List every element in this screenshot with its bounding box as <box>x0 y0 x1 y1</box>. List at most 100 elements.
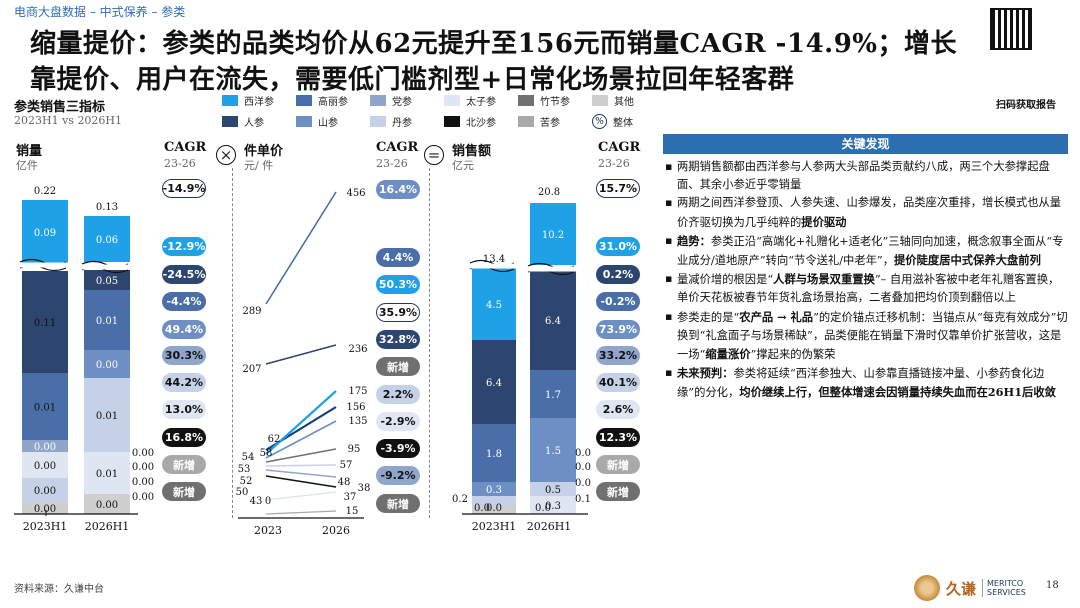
x-tick-label: 2026 <box>322 524 350 537</box>
finding-item: 参类走的是“农产品 → 礼品”的定价锚点迁移机制：当锚点从“每克有效成分”切换到… <box>665 308 1068 365</box>
price-start-label: 0 <box>265 496 271 507</box>
price-series-line <box>265 475 337 488</box>
legend-item: 苦参 <box>518 114 560 129</box>
cagr-pill: 新增 <box>596 482 640 501</box>
bar-segment <box>84 350 130 378</box>
cagr-pill: 44.2% <box>162 373 206 392</box>
sales-cagr-title: CAGR <box>598 140 641 155</box>
findings-header: 关键发现 <box>663 134 1068 154</box>
cagr-pill: -12.9% <box>162 237 206 256</box>
cagr-pill: 16.8% <box>162 428 206 447</box>
price-unit: 元/ 件 <box>244 159 274 172</box>
bar-segment <box>22 200 68 264</box>
cagr-pill: -9.2% <box>376 466 420 485</box>
legend-label: 其他 <box>614 97 634 108</box>
axis-break-gap <box>82 264 132 270</box>
bar-segment-label: 0.0 <box>535 503 551 514</box>
bar-segment <box>22 452 68 478</box>
bar-segment <box>530 203 576 265</box>
price-series-line <box>265 469 337 478</box>
price-start-label: 289 <box>242 306 261 317</box>
cagr-pill: 2.2% <box>376 385 420 404</box>
legend-swatch <box>518 116 534 127</box>
cagr-pill: 40.1% <box>596 373 640 392</box>
side-value-label: 0.00 <box>132 462 154 473</box>
legend-item: 太子参 <box>444 93 496 108</box>
legend-label: 丹参 <box>392 118 412 129</box>
bar-segment-label: 4.5 <box>486 300 502 311</box>
bar-segment-label: 0.00 <box>34 442 56 453</box>
legend-swatch <box>592 95 608 106</box>
legend-swatch <box>296 95 312 106</box>
legend-label: 苦参 <box>540 118 560 129</box>
legend-item: 党参 <box>370 93 412 108</box>
brand-mark-icon <box>914 575 940 601</box>
bar-segment-label: 0.0 <box>474 503 490 514</box>
bar-segment-label: 0.5 <box>545 485 561 496</box>
bar-segment-label: 0.0 <box>486 503 502 514</box>
equal-operator: = <box>424 145 444 165</box>
bar-segment <box>84 290 130 350</box>
volume-cagr-range: 23-26 <box>164 157 196 170</box>
bar-segment-label: 0.01 <box>96 411 118 422</box>
legend-label: 党参 <box>392 97 412 108</box>
legend-label: 竹节参 <box>540 97 570 108</box>
findings-panel: 关键发现 两期销售额都由西洋参与人参两大头部品类贡献约八成，两三个大参撑起盘面、… <box>663 134 1068 496</box>
legend-swatch <box>370 116 386 127</box>
legend-swatch <box>370 95 386 106</box>
section-subtitle: 2023H1 vs 2026H1 <box>14 114 123 127</box>
legend-label: 人参 <box>244 118 264 129</box>
cagr-pill: -4.4% <box>162 292 206 311</box>
price-series-line <box>265 420 337 459</box>
price-end-label: 57 <box>340 460 353 471</box>
cagr-pill: 新增 <box>162 482 206 501</box>
cagr-pill: 49.4% <box>162 320 206 339</box>
axis-break-gap <box>528 266 578 272</box>
bar-segment-label: 1.5 <box>545 446 561 457</box>
price-series-line <box>265 491 337 501</box>
cagr-pill: -0.2% <box>596 292 640 311</box>
price-end-label: 156 <box>346 402 365 413</box>
bar-segment <box>472 482 516 496</box>
price-series-line <box>265 390 337 455</box>
side-value-label: 0.1 <box>575 494 591 505</box>
cagr-pill: 33.2% <box>596 346 640 365</box>
cagr-pill: 新增 <box>376 357 420 376</box>
brand-cn: 久谦 <box>946 579 977 598</box>
bar-segment-label: 1.8 <box>486 449 502 460</box>
cagr-pill: 15.7% <box>596 179 640 198</box>
bar-total-label: 20.8 <box>538 187 560 198</box>
bar-segment <box>472 268 516 340</box>
legend-item: 人参 <box>222 114 264 129</box>
price-start-label: 62 <box>268 434 281 445</box>
page-title: 缩量提价：参类的品类均价从62元提升至156元而销量CAGR -14.9%；增长… <box>30 29 958 95</box>
price-series-line <box>265 510 337 515</box>
price-end-label: 48 <box>338 477 351 488</box>
bar-segment-label: 1.7 <box>545 390 561 401</box>
bar-segment <box>472 424 516 482</box>
bar-segment-label: 0.11 <box>34 318 56 329</box>
cagr-pill: 16.4% <box>376 180 420 199</box>
qr-code[interactable] <box>990 8 1032 50</box>
bar-segment <box>22 373 68 440</box>
finding-item: 量减价增的根因是“人群与场景双重置换”– 自用滋补客被中老年礼赠客置换，单价天花… <box>665 270 1068 307</box>
legend-swatch <box>296 116 312 127</box>
cagr-pill: 50.3% <box>376 275 420 294</box>
legend-swatch: % <box>592 114 607 129</box>
cagr-pill: 新增 <box>376 494 420 513</box>
bar-segment <box>530 270 576 370</box>
bar-segment <box>472 506 516 514</box>
price-end-label: 38 <box>358 483 371 494</box>
price-end-label: 236 <box>348 344 367 355</box>
cagr-pill: 13.0% <box>162 400 206 419</box>
price-start-label: 52 <box>240 476 253 487</box>
bar-segment <box>530 496 576 514</box>
bar-segment <box>84 452 130 494</box>
side-value-label: 0.00 <box>132 492 154 503</box>
price-series-line <box>265 448 337 463</box>
bar-segment-label: 0.01 <box>96 316 118 327</box>
multiply-operator: × <box>216 145 236 165</box>
page-number: 18 <box>1046 580 1059 591</box>
legend-label: 整体 <box>613 118 633 129</box>
